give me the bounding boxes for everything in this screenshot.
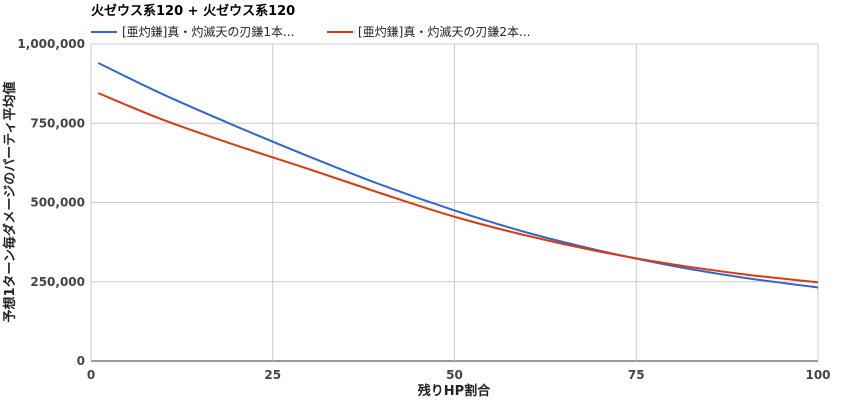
legend: [亜灼鎌]真・灼滅天の刃鎌1本... [亜灼鎌]真・灼滅天の刃鎌2本... [91,24,530,39]
series-lines [97,62,819,289]
y-tick-label: 0 [77,354,85,368]
y-tick-label: 1,000,000 [17,37,85,51]
y-tick-label: 250,000 [30,275,85,289]
y-tick-label: 500,000 [30,196,85,210]
x-axis-label: 残りHP割合 [418,383,491,399]
y-axis-label: 予想1ターン毎ダメージのパーティ平均値 [2,82,18,323]
gridlines [90,43,819,362]
x-tick-label: 100 [805,368,830,382]
axis-ticks: 0 250,000 500,000 750,000 1,000,000 0 25 50 75 10… [17,37,830,382]
legend-label-series-2: [亜灼鎌]真・灼滅天の刃鎌2本... [358,24,530,39]
x-tick-label: 50 [446,368,463,382]
chart-title: 火ゼウス系120 + 火ゼウス系120 [91,3,295,19]
series-line-1 [97,62,819,289]
legend-label-series-1: [亜灼鎌]真・灼滅天の刃鎌1本... [122,24,294,39]
x-tick-label: 0 [87,368,95,382]
x-tick-label: 75 [628,368,645,382]
series-line-2 [97,92,819,284]
y-tick-label: 750,000 [30,116,85,130]
x-tick-label: 25 [264,368,281,382]
